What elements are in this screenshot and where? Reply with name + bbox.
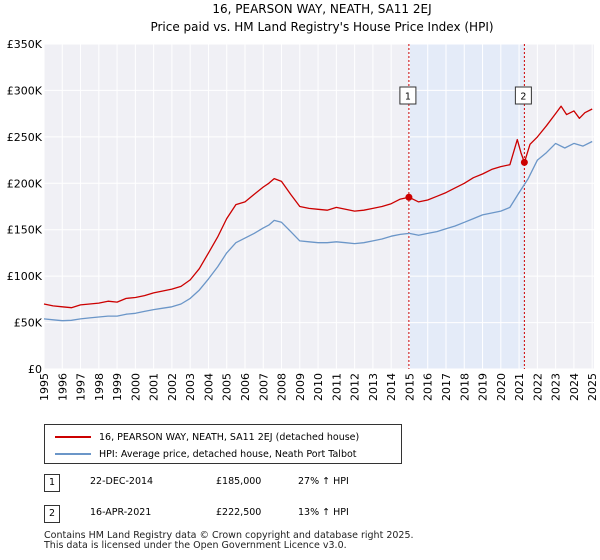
footer-line-1: Contains HM Land Registry data © Crown c…	[44, 530, 414, 541]
sale-point	[405, 193, 413, 201]
x-tick-label: 2025	[586, 373, 599, 401]
y-tick-label: £50K	[14, 317, 43, 330]
y-tick-label: £200K	[7, 177, 43, 190]
y-tick-label: £100K	[7, 270, 43, 283]
y-tick-label: £300K	[7, 84, 43, 97]
y-tick-label: £150K	[7, 224, 43, 237]
sale-number-badge: 1	[44, 474, 60, 492]
highlight-region	[408, 44, 525, 369]
sale-price: £185,000	[216, 476, 262, 487]
sale-price: £222,500	[216, 507, 262, 518]
sale-number-badge: 2	[44, 505, 60, 523]
x-tick-label: 2005	[221, 373, 234, 401]
hpi-line	[43, 140, 593, 322]
x-tick-label: 2015	[403, 373, 416, 401]
sale-label: 1	[405, 92, 411, 103]
chart-subtitle: Price paid vs. HM Land Registry's House …	[150, 20, 493, 34]
legend: 16, PEARSON WAY, NEATH, SA11 2EJ (detach…	[44, 424, 402, 464]
x-tick-label: 1996	[56, 373, 69, 401]
x-tick-label: 2024	[568, 373, 581, 401]
x-tick-label: 2018	[458, 373, 471, 401]
y-tick-label: £250K	[7, 131, 43, 144]
x-tick-label: 2014	[385, 373, 398, 401]
sale-label-box	[514, 86, 532, 105]
x-tick-label: 1995	[38, 373, 51, 401]
legend-swatch-hpi	[55, 453, 91, 455]
x-tick-label: 2020	[495, 373, 508, 401]
x-tick-label: 2023	[550, 373, 563, 401]
x-tick-label: 2001	[148, 373, 161, 401]
sale-hpi-diff: 27% ↑ HPI	[298, 476, 349, 487]
legend-item-property: 16, PEARSON WAY, NEATH, SA11 2EJ (detach…	[55, 429, 359, 445]
x-tick-label: 2013	[367, 373, 380, 401]
x-tick-label: 2000	[129, 373, 142, 401]
x-tick-label: 2021	[513, 373, 526, 401]
legend-item-hpi: HPI: Average price, detached house, Neat…	[55, 446, 357, 462]
x-tick-label: 2012	[349, 373, 362, 401]
x-tick-label: 2003	[184, 373, 197, 401]
x-tick-label: 2009	[294, 373, 307, 401]
x-tick-label: 2011	[330, 373, 343, 401]
footer-line-2: This data is licensed under the Open Gov…	[44, 540, 347, 551]
x-tick-label: 2002	[166, 373, 179, 401]
x-tick-label: 2019	[477, 373, 490, 401]
x-tick-label: 1997	[75, 373, 88, 401]
sale-date: 22-DEC-2014	[90, 476, 154, 487]
legend-swatch-property	[55, 436, 91, 438]
y-tick-label: £0	[28, 363, 42, 376]
chart-title: 16, PEARSON WAY, NEATH, SA11 2EJ	[212, 2, 431, 16]
x-tick-label: 2008	[276, 373, 289, 401]
sale-hpi-diff: 13% ↑ HPI	[298, 507, 349, 518]
sale-label-box	[399, 86, 417, 105]
x-tick-label: 1999	[111, 373, 124, 401]
x-tick-label: 2004	[202, 373, 215, 401]
sale-point	[520, 158, 528, 166]
x-tick-label: 2010	[312, 373, 325, 401]
sale-date: 16-APR-2021	[90, 507, 152, 518]
footer-attribution: Contains HM Land Registry data © Crown c…	[44, 531, 414, 551]
price-chart: 16, PEARSON WAY, NEATH, SA11 2EJ Price p…	[7, 2, 599, 401]
x-tick-label: 2016	[422, 373, 435, 401]
x-tick-label: 2007	[257, 373, 270, 401]
legend-label-property: 16, PEARSON WAY, NEATH, SA11 2EJ (detach…	[99, 431, 360, 443]
x-tick-label: 2017	[440, 373, 453, 401]
sale-label: 2	[520, 92, 526, 103]
x-tick-label: 1998	[93, 373, 106, 401]
legend-label-hpi: HPI: Average price, detached house, Neat…	[99, 448, 357, 460]
property-price-line	[43, 105, 593, 309]
y-tick-label: £350K	[7, 38, 43, 51]
x-tick-label: 2022	[531, 373, 544, 401]
x-tick-label: 2006	[239, 373, 252, 401]
